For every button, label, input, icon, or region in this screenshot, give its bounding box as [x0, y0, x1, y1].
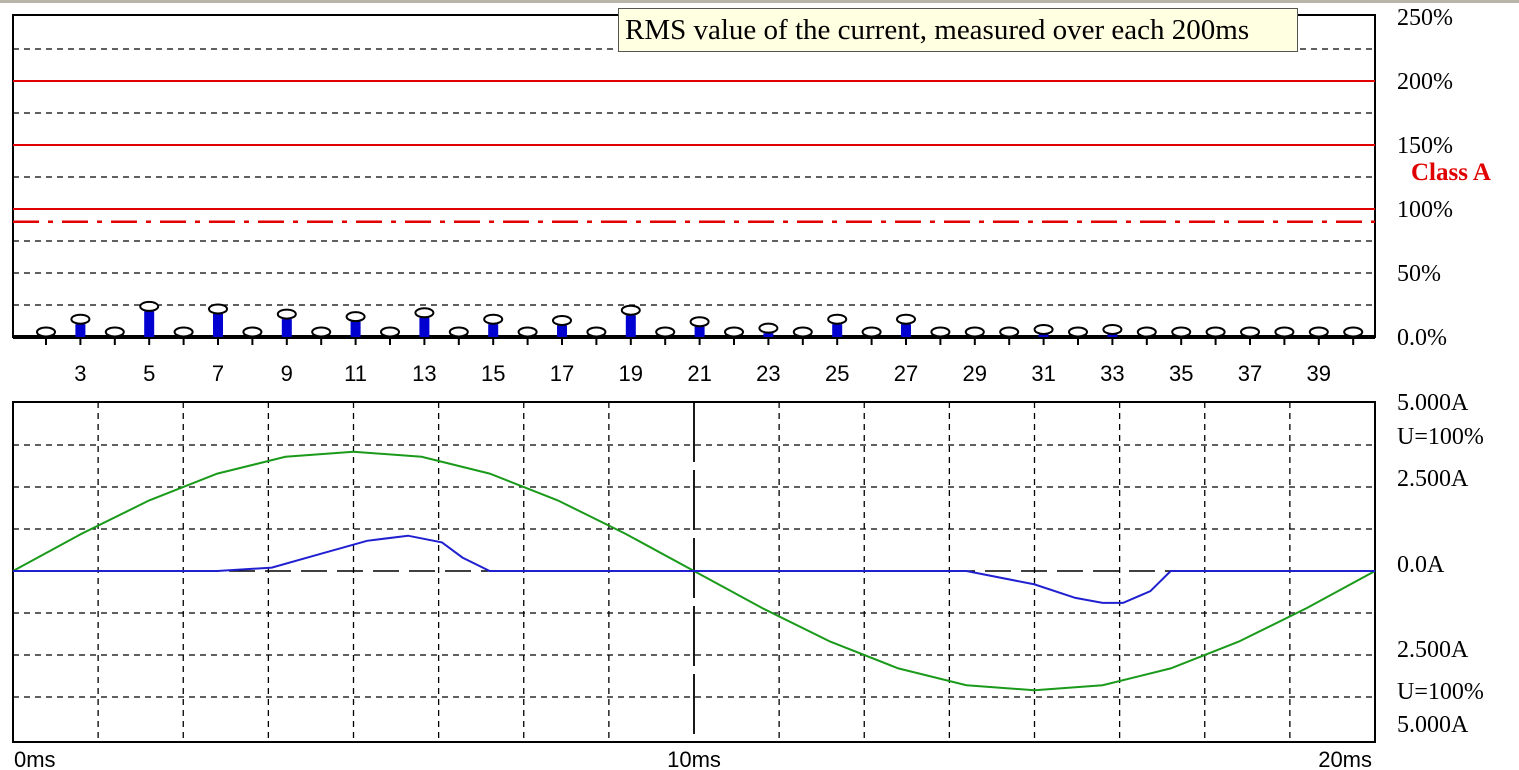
x-tick-label: 27 [894, 361, 918, 386]
harmonic-marker [1068, 326, 1088, 338]
x-tick-label: 7 [212, 361, 224, 386]
harmonic-marker [999, 326, 1020, 338]
y-tick-label: 2.500A [1397, 637, 1469, 663]
x-tick-label: 0ms [14, 747, 56, 770]
current-line [13, 534, 1375, 604]
harmonic-marker [448, 326, 469, 338]
harmonic-marker [517, 326, 538, 338]
x-tick-label: 17 [550, 361, 574, 386]
harmonic-bar [144, 311, 155, 337]
harmonic-bar [557, 325, 567, 337]
harmonic-marker [1240, 326, 1260, 338]
x-tick-label: 10ms [667, 747, 721, 770]
harmonic-marker [1033, 323, 1054, 335]
harmonic-marker [1171, 326, 1192, 338]
x-tick-label: 33 [1100, 361, 1124, 386]
harmonic-bar [763, 333, 774, 337]
harmonic-marker [414, 307, 435, 319]
harmonic-marker [930, 326, 951, 338]
harmonic-bar [75, 324, 86, 337]
harmonic-marker [552, 314, 572, 326]
harmonic-marker [827, 313, 848, 325]
harmonic-marker [1308, 326, 1329, 338]
harmonic-marker [104, 326, 125, 338]
harmonic-marker [724, 326, 744, 338]
x-tick-label: 37 [1238, 361, 1262, 386]
x-tick-label: 5 [143, 361, 155, 386]
harmonic-marker [1205, 326, 1226, 338]
harmonic-marker [36, 326, 56, 338]
harmonic-bar [213, 313, 223, 337]
class-label: Class A [1411, 159, 1491, 186]
harmonic-marker [345, 311, 366, 323]
x-tick-label: 25 [825, 361, 849, 386]
x-tick-label: 13 [412, 361, 436, 386]
harmonic-bar [625, 315, 636, 337]
x-tick-label: 11 [344, 361, 367, 386]
y-tick-label: 250% [1397, 5, 1453, 31]
harmonic-marker [70, 313, 91, 325]
x-tick-label: 21 [687, 361, 711, 386]
x-tick-label: 31 [1031, 361, 1055, 386]
y-tick-label: 0.0A [1397, 552, 1445, 578]
harmonic-marker [689, 316, 710, 328]
x-tick-label: 9 [281, 361, 293, 386]
harmonic-marker [139, 300, 160, 312]
harmonic-marker [861, 326, 882, 338]
harmonic-bar [1107, 334, 1118, 337]
harmonic-marker [620, 304, 641, 316]
harmonic-bar [281, 319, 292, 337]
harmonic-marker [380, 326, 400, 338]
rms-tooltip: RMS value of the current, measured over … [618, 8, 1298, 52]
y-tick-label: 0.0% [1397, 325, 1447, 351]
harmonic-bar [901, 324, 911, 337]
x-tick-label: 39 [1307, 361, 1331, 386]
harmonic-bar [488, 324, 499, 337]
x-tick-label: 23 [756, 361, 780, 386]
harmonic-bar [1038, 334, 1049, 337]
harmonic-marker [311, 326, 332, 338]
harmonic-marker [173, 326, 194, 338]
x-tick-label: 15 [481, 361, 505, 386]
x-tick-label: 19 [619, 361, 643, 386]
harmonic-marker [1102, 323, 1123, 335]
x-tick-label: 29 [963, 361, 987, 386]
harmonic-marker [655, 326, 676, 338]
harmonic-bar [694, 326, 705, 337]
y-tick-label: U=100% [1397, 679, 1484, 705]
harmonic-marker [208, 303, 228, 315]
harmonic-marker [1343, 326, 1364, 338]
harmonic-marker [1136, 326, 1157, 338]
harmonics-bar-chart: 3 5 7 9 11 13 15 17 19 21 23 25 27 29 31 33 35 37 39250%20… [12, 5, 1491, 386]
harmonic-bar [419, 317, 430, 337]
harmonic-marker [964, 326, 985, 338]
y-tick-label: 5.000A [1397, 390, 1469, 416]
harmonic-marker [586, 326, 607, 338]
harmonic-marker [896, 313, 916, 325]
y-tick-label: 50% [1397, 261, 1441, 287]
harmonic-marker [758, 322, 779, 334]
harmonic-marker [242, 326, 263, 338]
x-tick-label: 3 [74, 361, 86, 386]
x-tick-label: 20ms [1318, 747, 1372, 770]
harmonic-bar [832, 324, 843, 337]
y-tick-label: U=100% [1397, 424, 1484, 450]
waveform-line-chart: 0ms 10ms 20ms 5.000A U=100% 2.500A 0.0A 2.500A U… [12, 390, 1484, 770]
harmonic-bar [350, 321, 361, 337]
y-tick-label: 100% [1397, 197, 1453, 223]
y-tick-label: 2.500A [1397, 466, 1469, 492]
harmonic-marker [483, 313, 504, 325]
x-tick-label: 35 [1169, 361, 1193, 386]
harmonic-marker [276, 308, 297, 320]
plot-frame [12, 14, 1376, 338]
y-tick-label: 150% [1397, 133, 1453, 159]
y-tick-label: 200% [1397, 69, 1453, 95]
y-tick-label: 5.000A [1397, 712, 1469, 738]
harmonic-marker [1274, 326, 1295, 338]
harmonic-marker [792, 326, 813, 338]
